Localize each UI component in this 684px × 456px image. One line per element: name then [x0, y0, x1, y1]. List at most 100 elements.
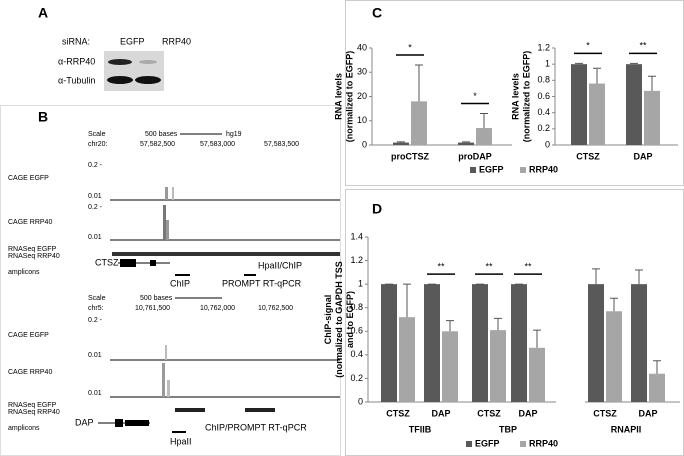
- bar: [442, 331, 458, 402]
- error-bar: [593, 67, 601, 84]
- blot-band: [108, 59, 132, 65]
- blot-band: [135, 76, 161, 84]
- feature-label: PROMPT RT-qPCR: [222, 278, 302, 288]
- signal: [166, 220, 169, 240]
- feature-label: ChIP: [170, 278, 190, 288]
- track-label: CAGE EGFP: [8, 332, 49, 339]
- y-tick-label: 0.8: [537, 75, 550, 85]
- error-bar: [397, 141, 405, 143]
- signal: [163, 205, 166, 240]
- position: 10,761,500: [135, 305, 170, 312]
- y-tick-label: 1: [358, 279, 363, 289]
- browser-1: Scale 500 bases hg19 chr20: 57,582,500 5…: [8, 131, 340, 288]
- error-bar: [403, 283, 411, 318]
- y-axis-label: RNA levels(normalized to EGFP): [511, 51, 532, 143]
- feature-label: HpaII: [170, 436, 192, 446]
- position: 10,762,500: [258, 305, 293, 312]
- y-tick-label: 0.4: [537, 107, 550, 117]
- y-tick-label: 1.4: [350, 231, 363, 241]
- y-axis-label: RNA levels(normalized to EGFP): [334, 51, 355, 143]
- error-bar: [462, 141, 470, 143]
- bar: [626, 64, 642, 145]
- bar: [381, 284, 397, 402]
- significance: **: [485, 262, 493, 272]
- error-bar: [494, 317, 502, 331]
- track-axis: 0.2 -: [88, 204, 103, 211]
- track-label: amplicons: [8, 269, 40, 276]
- lane-label: EGFP: [120, 36, 145, 46]
- rnaseq: [112, 252, 340, 256]
- bar: [411, 101, 427, 145]
- y-tick-label: 0: [358, 396, 363, 406]
- error-bar: [592, 268, 600, 285]
- legend-swatch: [520, 441, 526, 447]
- track-axis: 0.01: [88, 352, 102, 359]
- significance: *: [473, 91, 477, 101]
- bar: [490, 330, 506, 402]
- bar: [606, 311, 622, 402]
- x-tick-label: proCTSZ: [391, 151, 429, 161]
- x-tick-label: CTSZ: [386, 408, 410, 418]
- blot-row-label: α-Tubulin: [58, 75, 95, 85]
- track-axis: 0.01: [88, 234, 102, 241]
- feature-label: ChIP/PROMPT RT-qPCR: [205, 422, 307, 432]
- bar: [472, 284, 488, 402]
- error-bar: [648, 75, 656, 91]
- browser-2: Scale 500 bases chr5: 10,761,500 10,762,…: [8, 295, 340, 446]
- signal: [172, 187, 174, 200]
- gene-label: DAP: [75, 417, 94, 427]
- y-tick-label: 30: [357, 67, 367, 77]
- chrom: chr5:: [88, 305, 104, 312]
- position: 57,582,500: [140, 141, 175, 148]
- bar: [424, 284, 440, 402]
- track-label: CAGE EGFP: [8, 175, 49, 182]
- track-label: RNASeq RRP40: [8, 253, 60, 260]
- y-tick-label: 0: [545, 139, 550, 149]
- y-tick-label: 0.2: [350, 373, 363, 383]
- bar: [588, 284, 604, 402]
- panel-letter: C: [372, 5, 382, 21]
- x-tick-label: DAP: [638, 408, 657, 418]
- y-tick-label: 1: [545, 59, 550, 69]
- bar: [644, 90, 660, 145]
- legend-swatch: [466, 441, 472, 447]
- bar: [649, 373, 665, 402]
- legend-label: EGFP: [475, 438, 500, 448]
- y-axis-label-line: RNA levels: [334, 73, 344, 120]
- y-axis-label: ChIP-signal(normalized to GAPDH TSSand t…: [323, 261, 355, 378]
- error-bar: [533, 329, 541, 348]
- exon: [115, 419, 123, 427]
- panel-letter: D: [372, 201, 382, 217]
- y-tick-label: 1.2: [350, 255, 363, 265]
- group-label: TFIIB: [409, 424, 432, 434]
- lane-label: RRP40: [162, 36, 191, 46]
- legend-swatch: [470, 167, 476, 173]
- panel-letter: B: [38, 109, 48, 125]
- error-bar: [630, 62, 638, 65]
- bar: [458, 142, 474, 145]
- y-tick-label: 0.6: [537, 91, 550, 101]
- bar: [571, 64, 587, 145]
- y-axis-label-line: and to EGFP): [345, 291, 355, 348]
- legend-swatch: [520, 167, 526, 173]
- x-tick-label: DAP: [431, 408, 450, 418]
- rnaseq: [245, 408, 275, 412]
- y-tick-label: 0.4: [350, 349, 363, 359]
- y-axis-label-line: ChIP-signal: [323, 295, 333, 345]
- track-label: amplicons: [8, 425, 40, 432]
- group-label: RNAPII: [611, 424, 642, 434]
- sirna-label: siRNA:: [62, 36, 90, 46]
- signal: [165, 345, 167, 360]
- bar: [399, 317, 415, 402]
- y-tick-label: 10: [357, 115, 367, 125]
- panel-letter: A: [38, 5, 48, 21]
- position: 57,583,000: [200, 141, 235, 148]
- y-axis-label-line: (normalized to GAPDH TSS: [334, 261, 344, 378]
- track-axis: 0.01: [88, 193, 102, 200]
- x-tick-label: DAP: [633, 151, 652, 161]
- y-tick-label: 0: [362, 139, 367, 149]
- bar: [511, 284, 527, 402]
- chrom: chr20:: [88, 141, 108, 148]
- significance: **: [524, 262, 532, 272]
